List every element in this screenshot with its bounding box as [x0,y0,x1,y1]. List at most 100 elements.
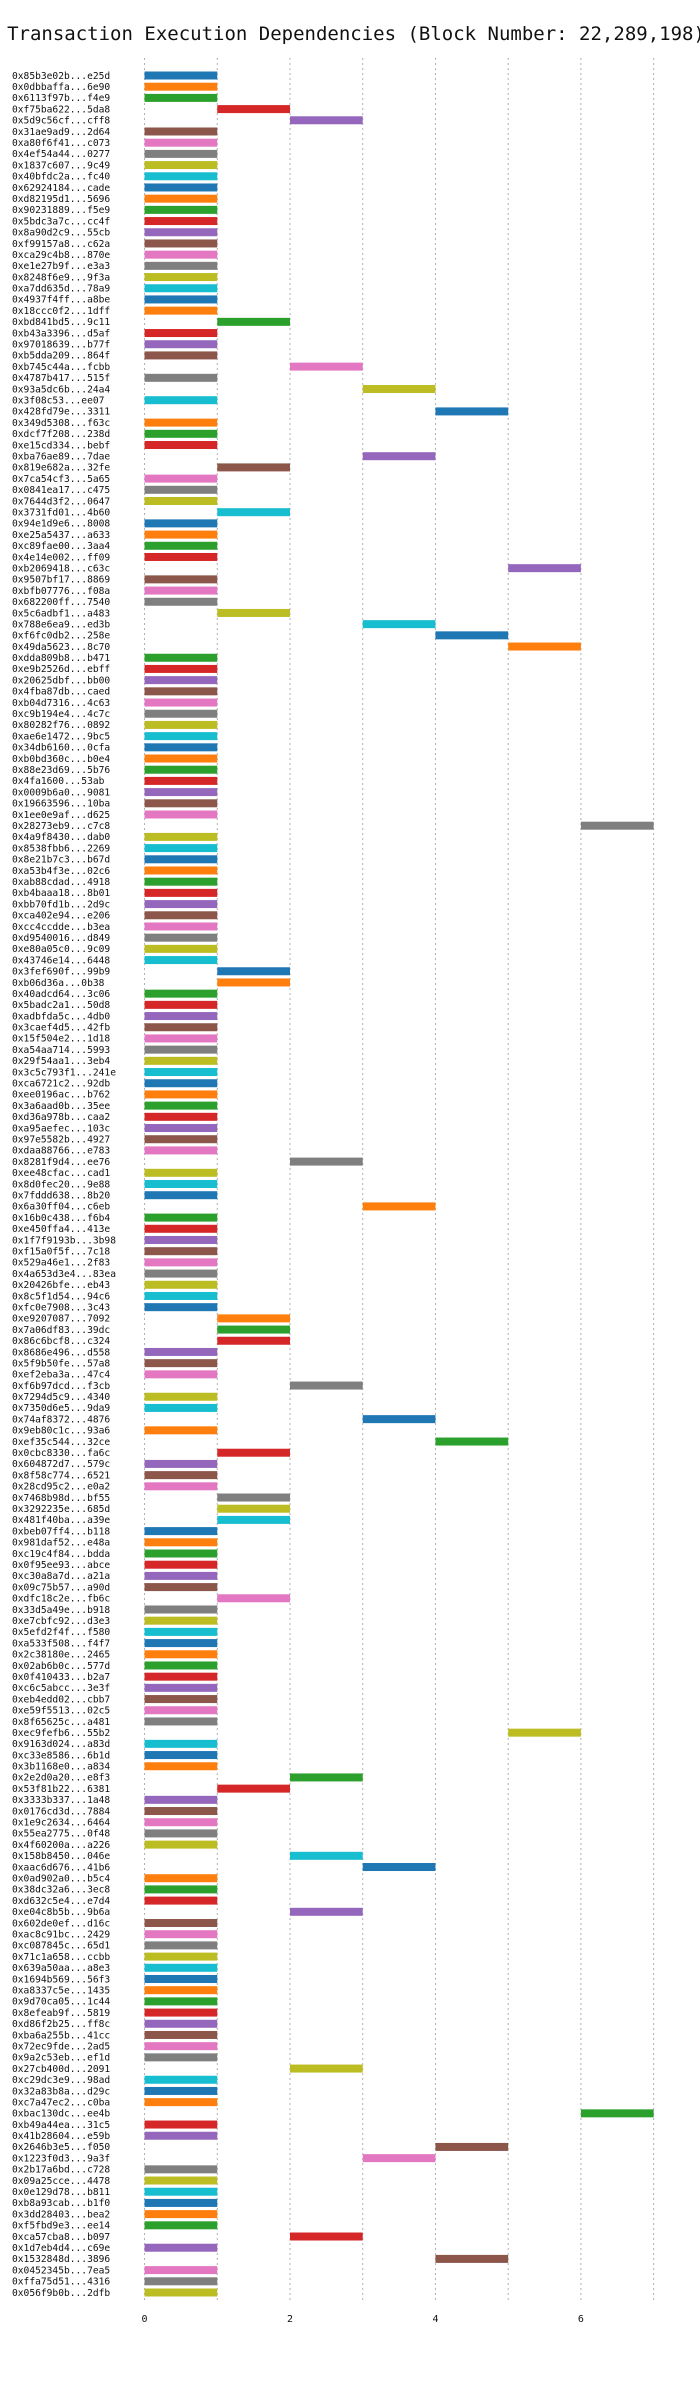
transaction-label: 0x74af8372...4876 [12,1414,110,1425]
transaction-bar [144,2165,218,2174]
transaction-label: 0x2c38180e...2465 [12,1650,110,1661]
transaction-bar [144,1739,218,1748]
transaction-label: 0xc29dc3e9...98ad [12,2075,110,2086]
transaction-label: 0x19663596...10ba [12,799,110,810]
transaction-label: 0xc89fae00...3aa4 [12,541,110,552]
transaction-label: 0x5bdc3a7c...cc4f [12,216,110,227]
transaction-label: 0x3f08c53...ee07 [12,396,105,407]
transaction-label: 0x94e1d9e6...8008 [12,519,110,530]
transaction-label: 0xe1e27b9f...e3a3 [12,261,110,272]
transaction-label: 0x85b3e02b...e25d [12,71,110,82]
transaction-label: 0xb04d7316...4c63 [12,698,110,709]
transaction-bar [144,138,218,147]
transaction-bar [144,429,218,438]
transaction-label: 0x0f95ee93...abce [12,1560,110,1571]
transaction-label: 0x9163d024...a83d [12,1739,110,1750]
transaction-label: 0xdda809b8...b471 [12,653,110,664]
transaction-bar [217,1448,290,1457]
transaction-bar [144,250,218,259]
transaction-bar [144,855,218,864]
transaction-bar [144,1560,218,1569]
transaction-label: 0xac8c91bc...2429 [12,1929,110,1940]
transaction-bar [144,1829,218,1838]
transaction-bar [217,508,290,517]
transaction-label: 0x1694b569...56f3 [12,1974,110,1985]
grid-lines [144,58,655,2300]
transaction-bar [144,754,218,763]
transaction-label: 0x80282f76...0892 [12,720,110,731]
transaction-bar [144,698,218,707]
transaction-bar [144,2042,218,2051]
transaction-bar [362,385,436,394]
transaction-label: 0x38dc32a6...3ec8 [12,1885,110,1896]
transaction-bar [144,575,218,584]
transaction-label: 0x7350d6e5...9da9 [12,1403,110,1414]
transaction-label: 0x158b8450...046e [12,1851,110,1862]
transaction-label: 0xf5fbd9e3...ee14 [12,2221,110,2232]
transaction-label: 0x2b17a6bd...c728 [12,2165,110,2176]
transaction-bar [144,653,218,662]
transaction-bar [144,2053,218,2062]
transaction-label: 0xb06d36a...0b38 [12,978,105,989]
transaction-bar [144,933,218,942]
transaction-bar [144,1751,218,1760]
transaction-bar [144,71,218,80]
transaction-label: 0xd82195d1...5696 [12,194,110,205]
transaction-label: 0xa80f6f41...c073 [12,138,110,149]
transaction-bar [144,1068,218,1077]
transaction-bar [144,1896,218,1905]
transaction-label: 0x97018639...b77f [12,340,110,351]
transaction-label: 0xf6fc0db2...258e [12,631,110,642]
transaction-bar [217,608,290,617]
transaction-label: 0x349d5308...f63c [12,418,110,429]
transaction-label: 0x819e682a...32fe [12,463,110,474]
transaction-bar [144,1963,218,1972]
transaction-bar [508,1728,581,1737]
transaction-bar [144,956,218,965]
transaction-label: 0x53f81b22...6381 [12,1784,110,1795]
transaction-label: 0xe15cd334...bebf [12,440,110,451]
transaction-bar [144,989,218,998]
transaction-bar [144,2019,218,2028]
transaction-label: 0xca57cba8...b097 [12,2232,110,2243]
transaction-bar [217,1594,290,1603]
transaction-bar [144,687,218,696]
transaction-bar [144,127,218,136]
transaction-label: 0x6113f97b...f4e9 [12,93,110,104]
transaction-label: 0xd632c5e4...e7d4 [12,1896,110,1907]
transaction-label: 0xca402e94...e206 [12,911,110,922]
transaction-label: 0x3292235e...685d [12,1504,110,1515]
transaction-bar [144,944,218,953]
transaction-label: 0xb745c44a...fcbb [12,362,110,373]
transaction-label: 0x31ae9ad9...2d64 [12,127,110,138]
transaction-label: 0x1223f0d3...9a3f [12,2153,110,2164]
transaction-bar [144,1280,218,1289]
transaction-label: 0xba6a255b...41cc [12,2030,110,2041]
transaction-bar [144,1661,218,1670]
transaction-bar [144,441,218,449]
transaction-label: 0x4e14e002...ff09 [12,552,110,563]
transaction-label: 0x8248f6e9...9f3a [12,272,110,283]
transaction-label: 0xeb4edd02...cbb7 [12,1694,110,1705]
transaction-bar [290,1907,363,1916]
transaction-bar [144,676,218,685]
transaction-bar [144,799,218,808]
transaction-bar [144,866,218,875]
transaction-bar [144,485,218,494]
transaction-bar [217,463,290,472]
transaction-bar [217,1493,290,1502]
transaction-label: 0x7ca54cf3...5a65 [12,474,110,485]
transaction-label: 0xbac130dc...ee4b [12,2109,110,2120]
transaction-bar [144,888,218,897]
transaction-label: 0x0dbbaffa...6e90 [12,82,110,93]
transaction-bar [144,1482,218,1491]
transaction-label: 0xc9b194e4...4c7c [12,709,110,720]
transaction-bar [144,597,218,606]
transaction-bar [144,172,218,181]
transaction-bar [144,732,218,741]
transaction-bar [144,284,218,293]
transaction-bar [144,149,218,158]
transaction-bar [144,239,218,248]
transaction-label: 0x32a83b8a...d29c [12,2086,110,2097]
transaction-label: 0xc30a8a7d...a21a [12,1571,110,1582]
